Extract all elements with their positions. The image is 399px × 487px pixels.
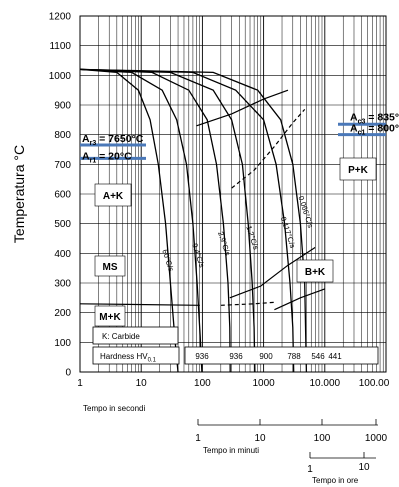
- minute-axis-label: Tempo in minuti: [203, 446, 259, 455]
- y-tick-label: 1100: [49, 41, 71, 52]
- cooling-curve: [79, 68, 295, 373]
- transformation-line: [231, 109, 306, 189]
- minute-axis: 1 10 100 1000 Tempo in minuti: [195, 419, 388, 455]
- carbide-note-text: K: Carbide: [102, 332, 140, 341]
- region-box: [94, 183, 132, 207]
- hour-tick-label: 10: [358, 462, 370, 473]
- minute-tick-label: 100: [314, 433, 331, 444]
- minute-tick-label: 1000: [365, 433, 388, 444]
- y-tick-label: 900: [54, 101, 71, 112]
- region-box: [296, 259, 334, 283]
- critical-temperatures: Ar3 = 7650°C Ar1 = 20°C Ac3 = 835°CAc1 = 8…: [80, 111, 399, 164]
- hardness-value: 936: [195, 352, 209, 361]
- hardness-row: Hardness HV0.1 936 936 900 788 546 441: [92, 346, 379, 365]
- x-tick-label: 1: [77, 378, 83, 389]
- transformation-line: [229, 246, 316, 299]
- y-tick-label: 800: [54, 130, 71, 141]
- hardness-label: Hardness HV0.1: [100, 352, 157, 364]
- critical-temperature-label: Ac3 = 835°C: [350, 111, 399, 125]
- y-tick-label: 600: [54, 190, 71, 201]
- x-tick-labels: 1 10 100 1000 10.000 100.00: [77, 378, 390, 389]
- minute-tick-label: 1: [195, 433, 201, 444]
- y-tick-label: 700: [54, 160, 71, 171]
- x-tick-label: 10: [136, 378, 148, 389]
- region-box: [94, 305, 126, 327]
- x-axis-label: Tempo in secondi: [83, 404, 145, 413]
- hour-axis: 1 10 Tempo in ore: [307, 452, 376, 485]
- cooling-curve: [79, 68, 231, 373]
- cooling-rate-label: 0.117°C/s: [279, 216, 298, 250]
- y-tick-label: 300: [54, 279, 71, 290]
- hardness-value: 900: [259, 352, 273, 361]
- hardness-value: 788: [287, 352, 301, 361]
- region-label: A+K: [103, 191, 124, 202]
- x-tick-label: 1000: [252, 378, 275, 389]
- cooling-rate-label: 60°C/s: [160, 248, 176, 273]
- carbide-note: K: Carbide: [92, 326, 179, 345]
- y-axis-label: Temperatura °C: [11, 145, 27, 243]
- region-label: M+K: [99, 312, 121, 323]
- transformation-line: [196, 89, 289, 127]
- region-box: [94, 255, 126, 277]
- transformation-line: [274, 288, 326, 311]
- x-tick-label: 100: [194, 378, 211, 389]
- y-tick-labels: 0 100 200 300 400 500 600 700 800 900 1000 1100 1200: [49, 12, 72, 379]
- carbide-note-box: [92, 326, 179, 345]
- critical-temperature-label: Ar3 = 7650°C: [82, 133, 144, 147]
- y-tick-label: 500: [54, 219, 71, 230]
- cooling-rate-label: 1.2°C/s: [244, 224, 260, 250]
- plot-frame: [79, 15, 387, 373]
- hardness-value: 441: [328, 352, 342, 361]
- transformation-lines: [79, 89, 326, 311]
- critical-temperature-label: Ar1 = 20°C: [82, 150, 132, 164]
- y-tick-label: 1000: [49, 71, 72, 82]
- cooling-curve: [79, 68, 203, 373]
- cooling-curve: [79, 68, 256, 373]
- critical-temperature-label: Ac1 = 800°C: [350, 123, 399, 137]
- cooling-curve: [79, 68, 179, 373]
- region-label: MS: [103, 262, 118, 273]
- minute-tick-label: 10: [254, 433, 266, 444]
- y-tick-label: 200: [54, 308, 71, 319]
- hardness-values-box: [184, 346, 379, 365]
- region-box: [339, 157, 377, 181]
- y-tick-label: 400: [54, 249, 71, 260]
- x-tick-label: 100.00: [359, 378, 390, 389]
- x-tick-label: 10.000: [310, 378, 341, 389]
- hardness-value: 546: [311, 352, 325, 361]
- hour-tick-label: 1: [307, 464, 313, 475]
- region-labels: A+K P+K B+K MS M+K: [94, 157, 377, 327]
- y-tick-label: 100: [54, 338, 71, 349]
- hour-axis-label: Tempo in ore: [312, 476, 359, 485]
- y-tick-label: 1200: [49, 12, 72, 23]
- hardness-value: 936: [229, 352, 243, 361]
- region-label: P+K: [348, 165, 369, 176]
- transformation-line: [79, 303, 200, 306]
- hardness-label-box: [92, 346, 180, 365]
- region-label: B+K: [305, 267, 326, 278]
- cooling-rate-label: 2.9°C/s: [216, 230, 232, 256]
- y-tick-label: 0: [65, 368, 71, 379]
